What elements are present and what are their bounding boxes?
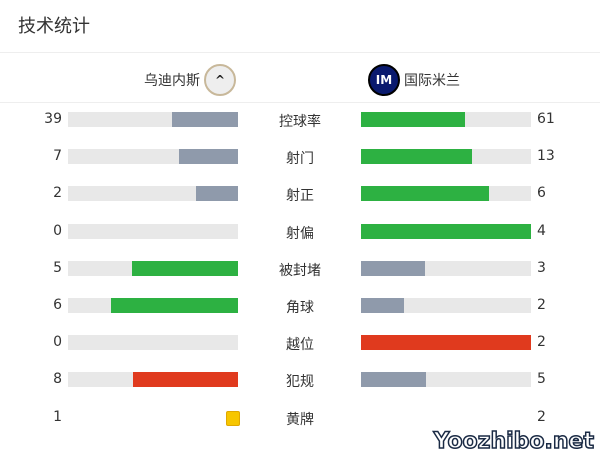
home-bar [68, 112, 238, 127]
home-value: 2 [53, 185, 62, 202]
away-bar-fill [361, 298, 404, 313]
stat-row: 39 控球率 61 [0, 110, 600, 130]
away-value: 2 [537, 334, 546, 351]
home-bar-fill [171, 112, 238, 127]
home-value: 39 [44, 111, 62, 127]
stat-row: 0 越位 2 [0, 333, 600, 353]
stat-row: 1 黄牌 2 [0, 408, 600, 428]
watermark: Yoozhibo.net [433, 429, 595, 454]
home-value: 7 [53, 148, 62, 165]
away-value: 2 [537, 408, 546, 425]
home-bar [68, 186, 238, 202]
stat-label: 角球 [286, 300, 314, 316]
page-title: 技术统计 [18, 16, 90, 37]
away-bar-fill [361, 223, 531, 239]
away-value: 2 [537, 297, 546, 313]
stat-row: 2 射正 6 [0, 184, 600, 204]
stat-label: 控球率 [279, 114, 321, 130]
stat-row: 5 被封堵 3 [0, 259, 600, 279]
away-bar [361, 112, 531, 127]
stat-label: 黄牌 [286, 411, 314, 428]
away-value: 5 [537, 371, 546, 388]
home-team-name: 乌迪内斯 [144, 73, 200, 89]
home-bar [68, 149, 238, 165]
inter-crest-icon: IM [368, 64, 400, 96]
away-bar [361, 186, 531, 202]
away-bar-fill [361, 186, 489, 202]
home-value: 1 [53, 408, 62, 425]
divider [0, 102, 600, 103]
stat-label: 被封堵 [279, 262, 321, 279]
away-bar-fill [361, 260, 425, 276]
home-value: 5 [53, 259, 62, 276]
stat-label: 犯规 [286, 374, 314, 391]
away-bar-fill [361, 112, 465, 127]
home-value: 6 [53, 297, 62, 313]
stat-label: 越位 [286, 337, 314, 354]
yellow-card-icon [226, 410, 240, 426]
stat-label: 射偏 [286, 225, 314, 242]
away-value: 6 [537, 185, 546, 202]
away-bar-fill [361, 149, 472, 165]
home-bar [68, 223, 238, 239]
away-value: 13 [537, 148, 555, 165]
away-value: 61 [537, 111, 555, 127]
away-bar [361, 149, 531, 165]
home-bar [68, 298, 238, 313]
away-bar [361, 335, 531, 351]
home-bar [68, 335, 238, 351]
away-bar [361, 260, 531, 276]
away-bar [361, 223, 531, 239]
home-bar-fill [131, 260, 238, 276]
home-value: 0 [53, 334, 62, 351]
udinese-crest-icon: ^ [204, 64, 236, 96]
home-bar-fill [110, 298, 238, 313]
away-value: 4 [537, 222, 546, 239]
home-bar-fill [178, 149, 238, 165]
stat-row: 0 射偏 4 [0, 222, 600, 242]
away-team: IM 国际米兰 [368, 64, 460, 96]
home-bar-fill [195, 186, 238, 202]
home-bar [68, 260, 238, 276]
stat-label: 射门 [286, 151, 314, 168]
away-bar-fill [361, 372, 427, 388]
away-bar-fill [361, 335, 531, 351]
away-team-name: 国际米兰 [404, 73, 460, 89]
stat-label: 射正 [286, 188, 314, 205]
divider [0, 52, 600, 53]
stat-row: 8 犯规 5 [0, 370, 600, 390]
stat-row: 7 射门 13 [0, 147, 600, 167]
away-value: 3 [537, 259, 546, 276]
home-bar-fill [133, 372, 238, 388]
away-bar [361, 372, 531, 388]
stat-row: 6 角球 2 [0, 296, 600, 316]
home-bar [68, 372, 238, 388]
away-bar [361, 298, 531, 313]
home-team: 乌迪内斯 ^ [144, 64, 236, 96]
home-value: 8 [53, 371, 62, 388]
home-value: 0 [53, 222, 62, 239]
